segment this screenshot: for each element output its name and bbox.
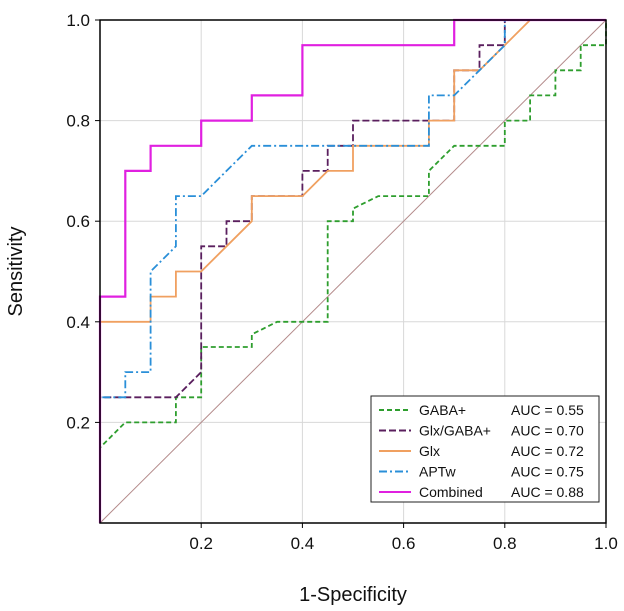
x-tick-label: 0.4 (291, 534, 315, 553)
x-axis-title: 1-Specificity (299, 584, 407, 606)
legend-label: Glx (419, 443, 440, 459)
x-axis-ticks: 0.2 0.4 0.6 0.8 1.0 (189, 523, 618, 553)
plot-frame (99, 19, 607, 524)
legend-label: Combined (419, 484, 483, 500)
legend-auc: AUC = 0.70 (511, 423, 584, 439)
roc-curve-glx-gaba- (99, 19, 606, 523)
reference-diagonal (99, 19, 607, 524)
y-axis-title: Sensitivity (5, 226, 27, 316)
roc-curve-glx (99, 19, 606, 523)
roc-curve-aptw (99, 19, 606, 523)
legend-auc: AUC = 0.72 (511, 443, 584, 459)
legend-auc: AUC = 0.75 (511, 464, 584, 480)
grid (100, 20, 606, 523)
y-tick-label: 1.0 (66, 11, 90, 30)
legend-auc: AUC = 0.88 (511, 484, 584, 500)
legend-auc: AUC = 0.55 (511, 402, 584, 418)
x-tick-label: 0.2 (189, 534, 213, 553)
legend-label: APTw (419, 464, 456, 480)
legend-label: Glx/GABA+ (419, 423, 491, 439)
legend: GABA+ AUC = 0.55 Glx/GABA+ AUC = 0.70 Glx AUC… (370, 395, 600, 503)
y-tick-label: 0.6 (66, 212, 90, 231)
y-tick-label: 0.4 (66, 313, 90, 332)
y-tick-label: 0.2 (66, 413, 90, 432)
x-tick-label: 1.0 (594, 534, 618, 553)
x-tick-label: 0.8 (493, 534, 517, 553)
y-axis-ticks: 0.2 0.4 0.6 0.8 1.0 (66, 11, 100, 432)
series-group (98, 18, 607, 523)
roc-curve-combined (98, 18, 606, 523)
y-tick-label: 0.8 (66, 112, 90, 131)
x-tick-label: 0.6 (392, 534, 416, 553)
reference-line (99, 19, 607, 524)
legend-box (370, 395, 600, 503)
legend-label: GABA+ (419, 402, 466, 418)
